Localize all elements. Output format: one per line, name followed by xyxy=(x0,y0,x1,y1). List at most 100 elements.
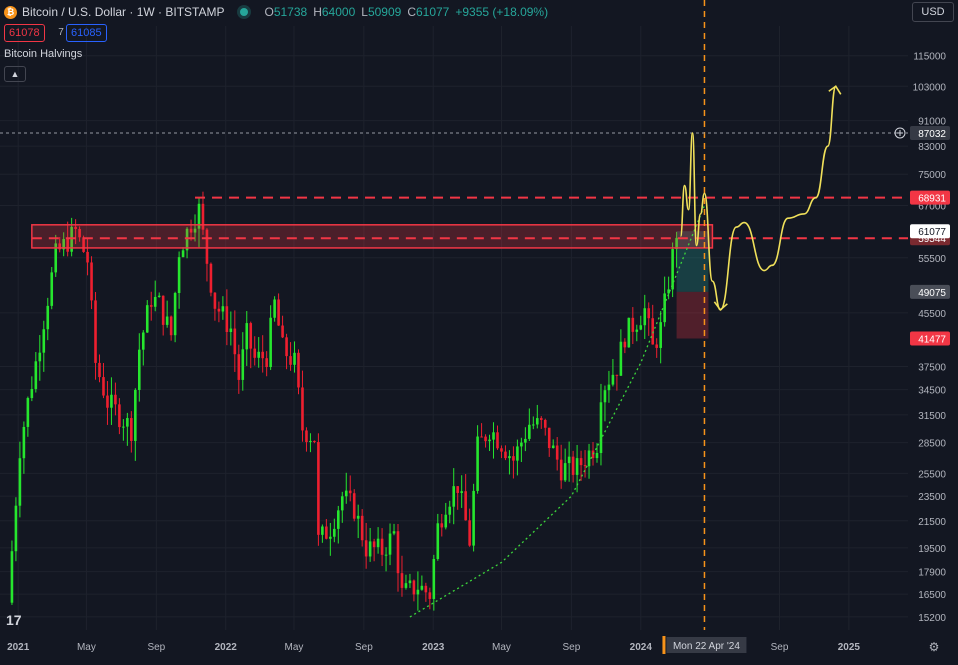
x-tick-label: 2021 xyxy=(7,642,30,653)
y-tick-label: 25500 xyxy=(918,469,946,480)
candle-body xyxy=(141,332,145,350)
candle-body xyxy=(631,317,635,332)
candle-body xyxy=(18,458,22,506)
candle-body xyxy=(671,249,674,290)
candle-body xyxy=(567,456,571,464)
buy-button[interactable]: 61085 xyxy=(66,24,107,42)
candle-body xyxy=(508,456,511,459)
candle-body xyxy=(333,528,336,537)
candle-body xyxy=(285,337,288,357)
candle-body xyxy=(563,463,567,481)
candle-body xyxy=(555,445,559,460)
candle-body xyxy=(543,419,547,428)
candle-body xyxy=(416,589,420,595)
collapse-indicators-button[interactable]: ▲ xyxy=(4,66,26,82)
candle-body xyxy=(400,573,404,588)
badge-stop: 41477 xyxy=(918,335,946,346)
spread-value: 7 xyxy=(58,26,64,38)
candle-body xyxy=(396,531,400,574)
candle-body xyxy=(149,305,153,307)
sell-button[interactable]: 61078 xyxy=(4,24,45,42)
x-tick-label: Sep xyxy=(563,642,581,653)
candle-body xyxy=(420,585,424,590)
candle-body xyxy=(619,341,623,376)
candle-body xyxy=(368,541,372,557)
curve-trendline xyxy=(409,205,706,618)
candle-body xyxy=(137,349,141,390)
candle-body xyxy=(177,257,181,293)
candle-body xyxy=(237,354,241,380)
candle-body xyxy=(528,424,531,439)
grid xyxy=(0,26,908,630)
candle-body xyxy=(201,203,205,230)
candle-body xyxy=(659,322,662,348)
candle-body xyxy=(269,317,272,368)
candle-body xyxy=(635,329,639,332)
candle-body xyxy=(675,237,678,250)
crosshair-plus-icon xyxy=(894,127,906,139)
candle-body xyxy=(440,523,444,528)
indicator-label[interactable]: Bitcoin Halvings xyxy=(4,48,83,60)
candle-body xyxy=(181,250,185,258)
candle-body xyxy=(209,263,213,293)
settings-gear-icon[interactable]: ⚙ xyxy=(929,640,940,654)
currency-selector[interactable]: USD xyxy=(912,2,954,22)
resistance-lines xyxy=(31,196,908,249)
high-value: 64000 xyxy=(321,5,356,19)
candle-body xyxy=(257,351,260,358)
candle-body xyxy=(34,361,38,390)
candle-body xyxy=(62,239,65,250)
high-key: H xyxy=(313,5,322,19)
candle-body xyxy=(309,440,312,443)
candle-body xyxy=(623,341,627,348)
candle-body xyxy=(42,329,46,353)
candle-body xyxy=(476,436,479,491)
candle-body xyxy=(38,352,42,362)
candle-body xyxy=(253,348,257,358)
candle-body xyxy=(504,451,507,459)
candle-body xyxy=(66,239,69,252)
change-value: +9355 (+18.09%) xyxy=(455,5,549,19)
candle-body xyxy=(639,325,643,330)
candle-body xyxy=(221,306,225,312)
close-value: 61077 xyxy=(415,5,450,19)
y-tick-label: 21500 xyxy=(918,517,946,528)
candle-body xyxy=(360,515,364,541)
candle-body xyxy=(30,389,34,399)
projection-path-line xyxy=(679,85,837,311)
y-tick-label: 17900 xyxy=(918,568,946,579)
y-tick-label: 91000 xyxy=(918,117,946,128)
candle-body xyxy=(86,251,89,263)
candle-body xyxy=(551,445,555,449)
chevron-up-icon: ▲ xyxy=(10,69,20,79)
candle-body xyxy=(492,432,495,440)
candle-body xyxy=(611,374,615,385)
projection-arrow-head xyxy=(828,85,842,95)
symbol-title[interactable]: Bitcoin / U.S. Dollar · 1W · BITSTAMP xyxy=(22,5,225,19)
resistance-zone xyxy=(31,224,714,249)
candle-body xyxy=(225,306,229,333)
x-tick-label: Sep xyxy=(147,642,165,653)
candle-body xyxy=(249,323,253,349)
y-tick-label: 67000 xyxy=(918,202,946,213)
candle-body xyxy=(205,229,209,264)
badge-stop-bg xyxy=(910,331,950,346)
date-label-bg xyxy=(666,637,747,653)
x-tick-label: 2023 xyxy=(422,642,445,653)
candle-body xyxy=(452,486,456,507)
badge-resistance-ath-bg xyxy=(910,190,950,205)
candle-body xyxy=(46,305,50,330)
candle-body xyxy=(599,402,603,454)
candle-body xyxy=(213,292,217,309)
position-profit-zone xyxy=(676,231,709,292)
candle-body xyxy=(94,300,97,363)
candle-body xyxy=(496,432,499,449)
y-tick-label: 45500 xyxy=(918,309,946,320)
x-tick-label: 2022 xyxy=(215,642,238,653)
candle-body xyxy=(663,293,666,323)
candle-body xyxy=(114,394,117,405)
candle-body xyxy=(344,490,348,497)
candle-body xyxy=(82,237,85,252)
y-tick-label: 28500 xyxy=(918,439,946,450)
